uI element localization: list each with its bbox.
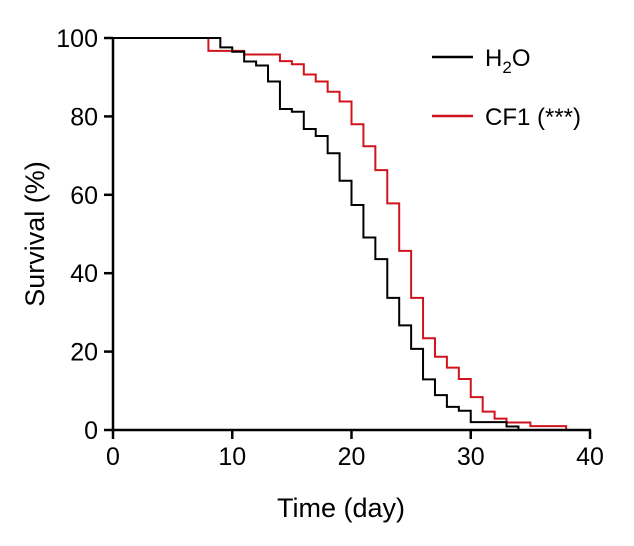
y-tick-label: 20	[70, 339, 98, 367]
y-tick-label: 100	[56, 25, 98, 53]
x-tick-label: 40	[576, 443, 604, 471]
y-tick-label: 40	[70, 260, 98, 288]
y-tick-label: 0	[84, 417, 98, 445]
x-axis-label: Time (day)	[277, 493, 405, 523]
survival-curves	[113, 37, 568, 430]
x-tick-label: 0	[106, 443, 120, 471]
legend: H2O CF1 (***)	[432, 45, 581, 131]
x-tick-label: 30	[457, 443, 485, 471]
legend-label: CF1 (***)	[485, 104, 581, 131]
y-ticks: 0 20 40 60 80 100	[56, 25, 113, 445]
x-ticks: 0 10 20 30 40	[106, 430, 604, 471]
series-line-h2o	[113, 37, 520, 430]
legend-label: H2O	[485, 45, 530, 77]
y-axis-label: Survival (%)	[20, 161, 50, 307]
y-tick-label: 60	[70, 182, 98, 210]
x-tick-label: 20	[338, 443, 366, 471]
series-line-cf1	[113, 37, 568, 430]
y-tick-label: 80	[70, 103, 98, 131]
x-tick-label: 10	[218, 443, 246, 471]
